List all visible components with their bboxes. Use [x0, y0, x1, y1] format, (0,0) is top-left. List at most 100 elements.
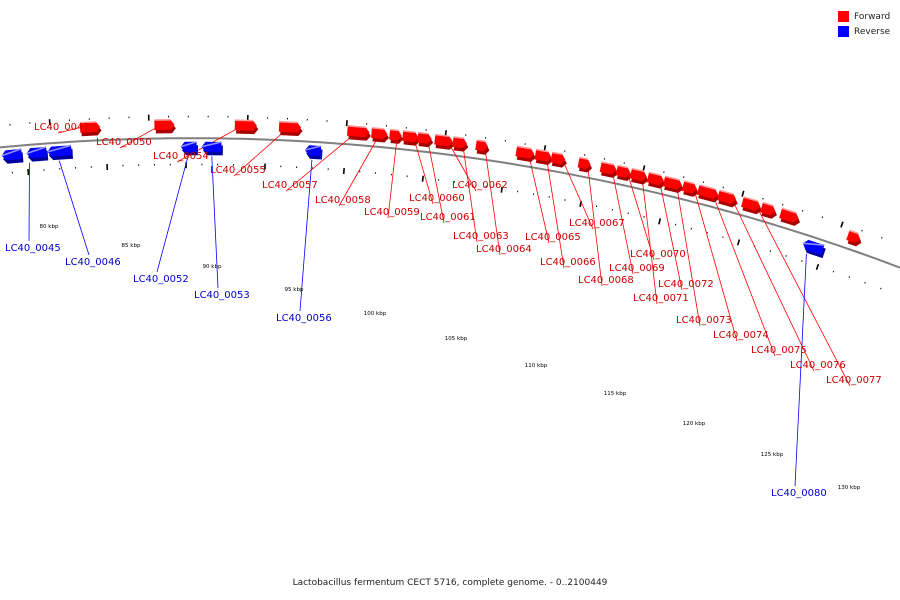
- gene-LC40_0067: [550, 151, 567, 168]
- gene-highlight: [849, 229, 859, 235]
- reverse-gene-label: LC40_0046: [65, 257, 121, 268]
- gene-body: [371, 127, 388, 139]
- gene-LC40_0071: [629, 167, 649, 185]
- forward-gene-label: LC40_0063: [453, 231, 509, 242]
- gene-body: [402, 130, 419, 143]
- leader-line: [729, 195, 815, 372]
- gene-highlight: [304, 145, 322, 151]
- leader-line: [299, 159, 313, 312]
- gene-body: [180, 141, 197, 152]
- forward-gene-label: LC40_0067: [569, 218, 625, 229]
- gene-body: [452, 136, 467, 149]
- gene-LC40_0063: [452, 136, 469, 152]
- gene-LC40_0080: [802, 239, 826, 259]
- forward-gene-label: LC40_0071: [633, 293, 689, 304]
- leader-line: [710, 190, 776, 357]
- leader-line: [754, 202, 851, 387]
- forward-gene-label: LC40_0077: [826, 375, 882, 386]
- gene-LC40_0045: [1, 148, 24, 164]
- gene-LC40_0047: [79, 121, 102, 137]
- gene-LC40_0072: [646, 171, 666, 189]
- axis-tick-label: 95 kbp: [285, 287, 304, 293]
- gene-highlight: [552, 151, 563, 156]
- gene-body: [475, 140, 489, 152]
- reverse-gene-label: LC40_0052: [133, 274, 189, 285]
- genes-layer: [1, 119, 862, 259]
- gene-body: [434, 134, 453, 147]
- legend-reverse: Reverse: [838, 24, 890, 39]
- gene-unlabeled: [779, 207, 801, 226]
- gene-body: [417, 132, 432, 144]
- axis-tick-label: 80 kbp: [40, 224, 59, 230]
- forward-gene-label: LC40_0075: [751, 345, 807, 356]
- gene-highlight: [390, 128, 399, 132]
- gene-LC40_0070: [615, 164, 633, 181]
- leader-line: [641, 172, 658, 305]
- gene-LC40_0056: [304, 145, 323, 160]
- leader-line: [483, 143, 501, 256]
- gene-body: [550, 152, 566, 165]
- legend-reverse-label: Reverse: [854, 26, 891, 37]
- axis-tick-label: 100 kbp: [364, 311, 387, 317]
- forward-gene-label: LC40_0061: [420, 212, 476, 223]
- axis-tick-label: 85 kbp: [122, 243, 141, 249]
- leader-line: [692, 185, 738, 342]
- leader-line: [658, 176, 683, 291]
- inner-major-tick: [658, 218, 662, 225]
- gene-highlight: [699, 184, 716, 191]
- axis-tick-label: 115 kbp: [604, 391, 627, 397]
- gene-highlight: [435, 133, 450, 138]
- forward-gene-label: LC40_0069: [609, 263, 665, 274]
- gene-highlight: [648, 171, 662, 177]
- forward-gene-label: LC40_0068: [578, 275, 634, 286]
- gene-LC40_0075: [696, 184, 720, 203]
- gene-body: [26, 146, 47, 159]
- gene-highlight: [719, 189, 734, 195]
- tick-marks-layer: [9, 114, 883, 290]
- forward-swatch-icon: [838, 11, 849, 22]
- gene-LC40_0061: [417, 131, 434, 148]
- leader-line: [412, 134, 434, 205]
- gene-highlight: [802, 242, 825, 246]
- axis-tick-label: 90 kbp: [203, 264, 222, 270]
- forward-gene-label: LC40_0057: [262, 180, 318, 191]
- gene-body: [615, 165, 631, 178]
- forward-gene-label: LC40_0058: [315, 195, 371, 206]
- gene-LC40_0059: [389, 128, 404, 144]
- forward-gene-label: LC40_0076: [790, 360, 846, 371]
- gene-body: [154, 119, 175, 131]
- gene-highlight: [743, 196, 759, 202]
- gene-LC40_0077: [740, 196, 762, 215]
- forward-gene-label: LC40_0070: [630, 249, 686, 260]
- forward-gene-label: LC40_0064: [476, 244, 532, 255]
- gene-LC40_0052: [180, 140, 198, 156]
- forward-gene-label: LC40_0062: [452, 180, 508, 191]
- outer-minor-tick: [881, 236, 883, 239]
- forward-gene-label: LC40_0066: [540, 257, 596, 268]
- backbone-layer: [0, 136, 900, 270]
- reverse-swatch-icon: [838, 26, 849, 37]
- gene-LC40_0065: [515, 145, 536, 163]
- leader-line: [211, 156, 219, 289]
- leader-lines-layer: [28, 122, 851, 487]
- gene-LC40_0064: [475, 139, 490, 155]
- outer-major-tick: [840, 221, 844, 228]
- leader-line: [545, 153, 565, 269]
- inner-major-tick: [500, 186, 504, 193]
- axis-tick-label: 120 kbp: [683, 421, 706, 427]
- gene-unlabeled: [760, 201, 777, 219]
- gene-highlight: [617, 164, 629, 169]
- leader-line: [610, 166, 634, 275]
- reverse-gene-label: LC40_0045: [5, 243, 61, 254]
- gene-LC40_0060: [402, 130, 421, 146]
- gene-body: [389, 129, 402, 141]
- legend-forward: Forward: [838, 9, 890, 24]
- inner-major-tick: [815, 263, 820, 271]
- gene-body: [577, 157, 591, 170]
- inner-major-tick: [421, 175, 424, 182]
- inner-major-tick: [736, 239, 741, 246]
- gene-body: [779, 208, 799, 223]
- gene-highlight: [180, 140, 197, 148]
- leader-line: [426, 135, 445, 224]
